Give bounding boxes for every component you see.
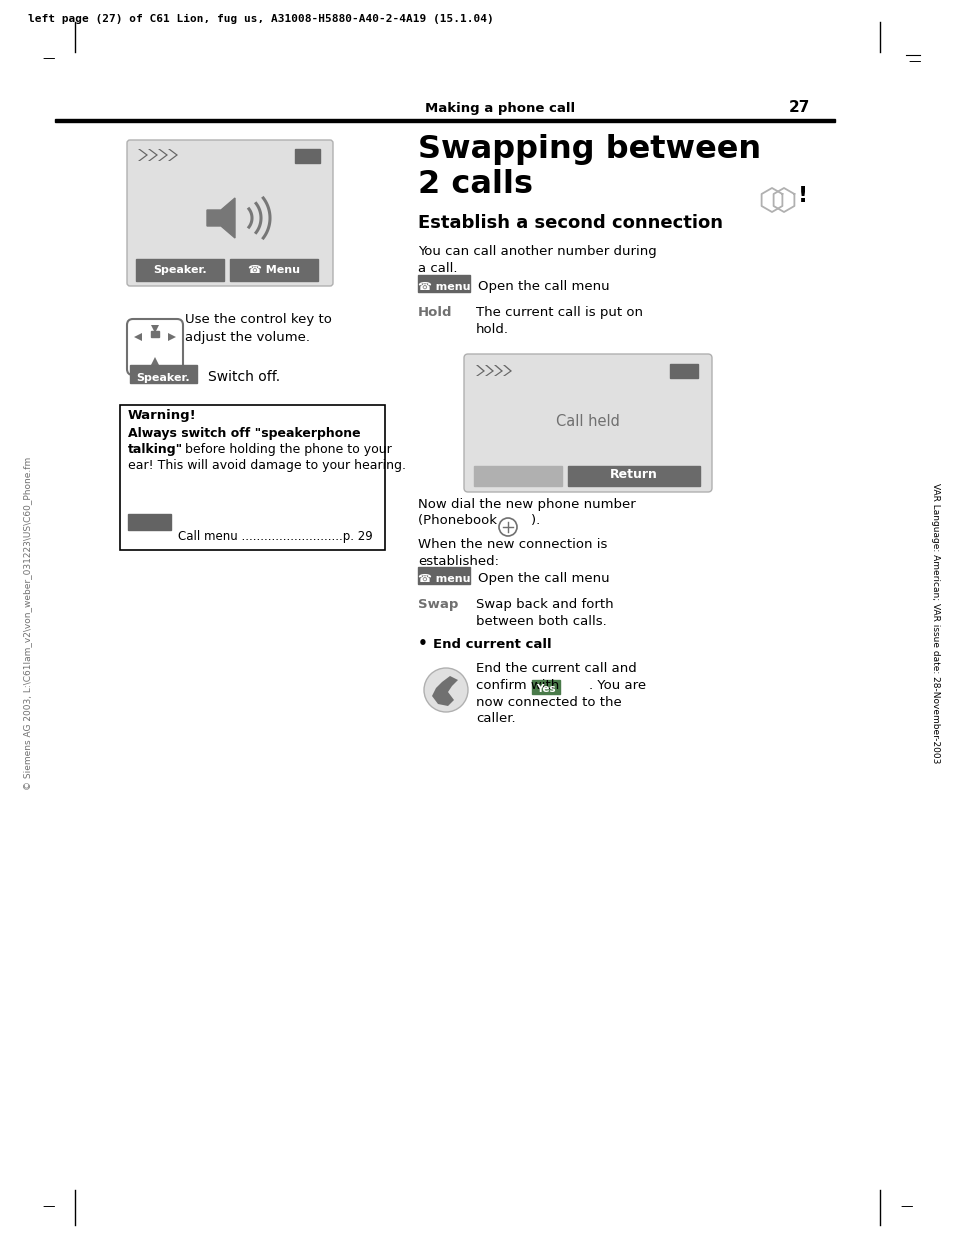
Text: Open the call menu: Open the call menu bbox=[477, 572, 609, 586]
Text: —: — bbox=[42, 52, 54, 65]
Text: Always switch off "speakerphone: Always switch off "speakerphone bbox=[128, 427, 360, 440]
Bar bbox=[294, 150, 319, 163]
Text: Call held: Call held bbox=[556, 414, 619, 429]
Text: You can call another number during: You can call another number during bbox=[417, 245, 656, 258]
Text: Swap: Swap bbox=[417, 598, 457, 611]
Text: Warning!: Warning! bbox=[128, 409, 196, 422]
Bar bbox=[532, 680, 559, 694]
FancyBboxPatch shape bbox=[463, 354, 711, 492]
Text: Swap back and forth: Swap back and forth bbox=[476, 598, 613, 611]
Text: Speaker.: Speaker. bbox=[136, 373, 190, 383]
Bar bbox=[417, 275, 470, 292]
Text: —: — bbox=[899, 1200, 911, 1214]
Text: hold.: hold. bbox=[476, 323, 509, 336]
Polygon shape bbox=[484, 365, 494, 376]
Text: left page (27) of C61 Lion, fug us, A31008-H5880-A40-2-4A19 (15.1.04): left page (27) of C61 Lion, fug us, A310… bbox=[28, 14, 494, 24]
Text: —: — bbox=[907, 55, 920, 69]
Text: Use the control key to: Use the control key to bbox=[185, 313, 332, 326]
Text: Call menu ...........................p. 29: Call menu ...........................p. … bbox=[178, 530, 373, 543]
Text: Yes: Yes bbox=[536, 684, 556, 694]
Text: —: — bbox=[42, 1200, 54, 1214]
Text: Speaker.: Speaker. bbox=[153, 265, 207, 275]
Text: ☎ menu: ☎ menu bbox=[124, 532, 173, 542]
Text: ☎ menu: ☎ menu bbox=[417, 574, 470, 584]
Bar bbox=[136, 259, 224, 282]
Text: talking": talking" bbox=[128, 444, 183, 456]
Text: •: • bbox=[417, 635, 428, 650]
Text: adjust the volume.: adjust the volume. bbox=[185, 331, 310, 344]
Text: a call.: a call. bbox=[417, 262, 457, 275]
Text: The current call is put on: The current call is put on bbox=[476, 307, 642, 319]
Text: Making a phone call: Making a phone call bbox=[424, 102, 575, 115]
Text: Swapping between: Swapping between bbox=[417, 135, 760, 164]
Bar bbox=[120, 405, 385, 549]
Text: Open the call menu: Open the call menu bbox=[477, 280, 609, 293]
Text: Now dial the new phone number: Now dial the new phone number bbox=[417, 498, 635, 511]
Text: before holding the phone to your: before holding the phone to your bbox=[181, 444, 392, 456]
Polygon shape bbox=[151, 325, 159, 333]
Circle shape bbox=[423, 668, 468, 711]
Text: 2 calls: 2 calls bbox=[417, 169, 533, 201]
Bar bbox=[151, 331, 159, 336]
Text: Establish a second connection: Establish a second connection bbox=[417, 214, 722, 232]
Text: Hold: Hold bbox=[417, 307, 452, 319]
Text: ☎ menu: ☎ menu bbox=[417, 282, 470, 292]
Text: When the new connection is: When the new connection is bbox=[417, 538, 607, 551]
Text: Switch off.: Switch off. bbox=[208, 370, 280, 384]
Bar bbox=[55, 120, 834, 122]
Text: End the current call and: End the current call and bbox=[476, 662, 636, 675]
Bar bbox=[128, 515, 171, 530]
Bar bbox=[567, 466, 700, 486]
Text: now connected to the: now connected to the bbox=[476, 697, 621, 709]
Bar bbox=[474, 466, 561, 486]
Text: Return: Return bbox=[609, 468, 658, 481]
Polygon shape bbox=[168, 150, 178, 161]
Bar bbox=[230, 259, 317, 282]
Polygon shape bbox=[476, 365, 484, 376]
Text: 27: 27 bbox=[788, 100, 809, 115]
Text: ☎ Menu: ☎ Menu bbox=[248, 265, 299, 275]
Bar bbox=[130, 365, 196, 383]
Text: !: ! bbox=[797, 186, 807, 206]
Bar bbox=[417, 567, 470, 584]
Polygon shape bbox=[138, 150, 148, 161]
Polygon shape bbox=[207, 198, 234, 238]
Text: established:: established: bbox=[417, 554, 498, 568]
Text: © Siemens AG 2003, L:\C61lam_v2\von_weber_031223\US\C60_Phone.fm: © Siemens AG 2003, L:\C61lam_v2\von_webe… bbox=[24, 456, 32, 790]
Text: between both calls.: between both calls. bbox=[476, 616, 606, 628]
Polygon shape bbox=[133, 333, 142, 341]
Polygon shape bbox=[158, 150, 168, 161]
Text: ear! This will avoid damage to your hearing.: ear! This will avoid damage to your hear… bbox=[128, 459, 406, 472]
Text: caller.: caller. bbox=[476, 711, 515, 725]
Text: VAR Language: American; VAR issue date: 28-November-2003: VAR Language: American; VAR issue date: … bbox=[930, 482, 940, 764]
Text: End current call: End current call bbox=[433, 638, 551, 650]
Polygon shape bbox=[151, 358, 159, 365]
Text: confirm with       . You are: confirm with . You are bbox=[476, 679, 645, 692]
Polygon shape bbox=[168, 333, 175, 341]
Polygon shape bbox=[432, 677, 457, 706]
Bar bbox=[669, 364, 698, 378]
Polygon shape bbox=[494, 365, 502, 376]
Polygon shape bbox=[148, 150, 158, 161]
FancyBboxPatch shape bbox=[127, 140, 333, 287]
Polygon shape bbox=[502, 365, 512, 376]
Text: (Phonebook        ).: (Phonebook ). bbox=[417, 515, 539, 527]
